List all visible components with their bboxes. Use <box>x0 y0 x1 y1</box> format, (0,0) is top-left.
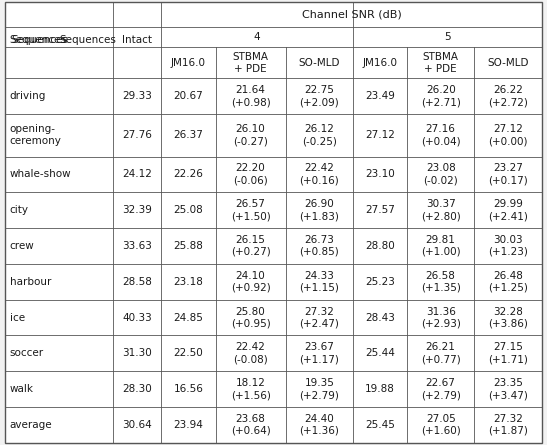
Text: 27.57: 27.57 <box>365 205 395 215</box>
Text: 24.85: 24.85 <box>173 312 203 323</box>
Text: ice: ice <box>10 312 25 323</box>
Text: 26.73
(+0.85): 26.73 (+0.85) <box>299 235 339 257</box>
Text: soccer: soccer <box>10 348 44 358</box>
Text: 32.28
(+3.86): 32.28 (+3.86) <box>488 307 528 328</box>
Text: 27.12: 27.12 <box>365 130 395 140</box>
Text: 26.21
(+0.77): 26.21 (+0.77) <box>421 342 461 364</box>
Text: 26.22
(+2.72): 26.22 (+2.72) <box>488 85 528 107</box>
Text: 22.67
(+2.79): 22.67 (+2.79) <box>421 378 461 400</box>
Text: 16.56: 16.56 <box>173 384 203 394</box>
Text: 25.45: 25.45 <box>365 420 395 430</box>
Text: 25.23: 25.23 <box>365 277 395 287</box>
Text: 19.88: 19.88 <box>365 384 395 394</box>
Text: JM16.0: JM16.0 <box>363 57 398 68</box>
Text: 26.48
(+1.25): 26.48 (+1.25) <box>488 271 528 293</box>
Text: 28.43: 28.43 <box>365 312 395 323</box>
Text: 30.37
(+2.80): 30.37 (+2.80) <box>421 199 461 221</box>
Text: 22.42
(+0.16): 22.42 (+0.16) <box>299 163 339 186</box>
Text: opening-
ceremony: opening- ceremony <box>10 124 62 146</box>
Text: 28.30: 28.30 <box>123 384 152 394</box>
Text: 18.12
(+1.56): 18.12 (+1.56) <box>231 378 271 400</box>
Text: 26.15
(+0.27): 26.15 (+0.27) <box>231 235 271 257</box>
Text: 30.03
(+1.23): 30.03 (+1.23) <box>488 235 528 257</box>
Text: 26.37: 26.37 <box>173 130 203 140</box>
Text: 25.88: 25.88 <box>173 241 203 251</box>
Text: 22.26: 22.26 <box>173 170 203 179</box>
Text: 29.99
(+2.41): 29.99 (+2.41) <box>488 199 528 221</box>
Text: 27.32
(+1.87): 27.32 (+1.87) <box>488 414 528 436</box>
Text: 31.36
(+2.93): 31.36 (+2.93) <box>421 307 461 328</box>
Text: 32.39: 32.39 <box>122 205 152 215</box>
Text: Intact: Intact <box>122 35 152 45</box>
Text: 28.58: 28.58 <box>122 277 152 287</box>
Text: Sequences: Sequences <box>11 35 68 45</box>
Text: 21.64
(+0.98): 21.64 (+0.98) <box>231 85 271 107</box>
Text: 23.27
(+0.17): 23.27 (+0.17) <box>488 163 528 186</box>
Text: walk: walk <box>10 384 34 394</box>
Text: 27.76: 27.76 <box>122 130 152 140</box>
Text: 26.90
(+1.83): 26.90 (+1.83) <box>299 199 339 221</box>
Text: driving: driving <box>10 91 46 101</box>
Text: city: city <box>10 205 29 215</box>
Text: SO-MLD: SO-MLD <box>487 57 528 68</box>
Text: average: average <box>10 420 53 430</box>
Text: 24.10
(+0.92): 24.10 (+0.92) <box>231 271 271 293</box>
Text: 26.12
(-0.25): 26.12 (-0.25) <box>302 124 337 146</box>
Text: Sequences: Sequences <box>59 35 116 45</box>
Text: 33.63: 33.63 <box>122 241 152 251</box>
Text: 40.33: 40.33 <box>123 312 152 323</box>
Text: STBMA
+ PDE: STBMA + PDE <box>423 52 459 73</box>
Text: SO-MLD: SO-MLD <box>299 57 340 68</box>
Text: 26.57
(+1.50): 26.57 (+1.50) <box>231 199 271 221</box>
Text: 27.05
(+1.60): 27.05 (+1.60) <box>421 414 461 436</box>
Text: crew: crew <box>10 241 34 251</box>
Text: harbour: harbour <box>10 277 51 287</box>
Text: 23.08
(-0.02): 23.08 (-0.02) <box>423 163 458 186</box>
Text: 24.40
(+1.36): 24.40 (+1.36) <box>299 414 339 436</box>
Text: 26.58
(+1.35): 26.58 (+1.35) <box>421 271 461 293</box>
Text: 19.35
(+2.79): 19.35 (+2.79) <box>299 378 339 400</box>
Text: 5: 5 <box>444 32 451 42</box>
Text: 29.33: 29.33 <box>122 91 152 101</box>
Text: 29.81
(+1.00): 29.81 (+1.00) <box>421 235 461 257</box>
Text: Channel SNR (dB): Channel SNR (dB) <box>301 9 401 20</box>
Text: 23.68
(+0.64): 23.68 (+0.64) <box>231 414 271 436</box>
Text: 22.75
(+2.09): 22.75 (+2.09) <box>299 85 339 107</box>
Text: STBMA
+ PDE: STBMA + PDE <box>232 52 269 73</box>
Text: 22.50: 22.50 <box>173 348 203 358</box>
Text: 23.67
(+1.17): 23.67 (+1.17) <box>299 342 339 364</box>
Text: 24.12: 24.12 <box>122 170 152 179</box>
Text: 20.67: 20.67 <box>173 91 203 101</box>
Text: 27.16
(+0.04): 27.16 (+0.04) <box>421 124 461 146</box>
Text: 23.49: 23.49 <box>365 91 395 101</box>
Text: 28.80: 28.80 <box>365 241 395 251</box>
Text: 30.64: 30.64 <box>123 420 152 430</box>
Text: Sequences: Sequences <box>10 35 67 45</box>
Text: 22.42
(-0.08): 22.42 (-0.08) <box>233 342 268 364</box>
Text: 27.15
(+1.71): 27.15 (+1.71) <box>488 342 528 364</box>
Text: 4: 4 <box>254 32 260 42</box>
Text: 26.10
(-0.27): 26.10 (-0.27) <box>233 124 268 146</box>
Text: 24.33
(+1.15): 24.33 (+1.15) <box>299 271 339 293</box>
Text: 23.94: 23.94 <box>173 420 203 430</box>
Text: whale-show: whale-show <box>10 170 72 179</box>
Text: 23.10: 23.10 <box>365 170 395 179</box>
Text: 31.30: 31.30 <box>123 348 152 358</box>
Text: 25.44: 25.44 <box>365 348 395 358</box>
Text: 27.12
(+0.00): 27.12 (+0.00) <box>488 124 528 146</box>
Text: 23.35
(+3.47): 23.35 (+3.47) <box>488 378 528 400</box>
Text: JM16.0: JM16.0 <box>171 57 206 68</box>
Text: 27.32
(+2.47): 27.32 (+2.47) <box>299 307 339 328</box>
Text: 23.18: 23.18 <box>173 277 203 287</box>
Text: 22.20
(-0.06): 22.20 (-0.06) <box>233 163 268 186</box>
Text: 25.08: 25.08 <box>173 205 203 215</box>
Text: 26.20
(+2.71): 26.20 (+2.71) <box>421 85 461 107</box>
Text: 25.80
(+0.95): 25.80 (+0.95) <box>231 307 271 328</box>
